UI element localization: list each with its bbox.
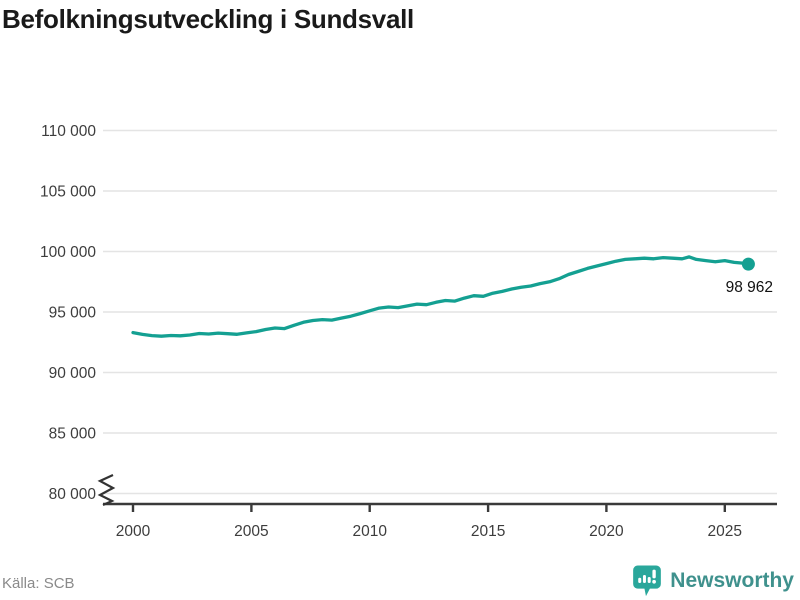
newsworthy-speech-bubble-chart-icon <box>633 565 662 597</box>
y-axis-tick-label: 90 000 <box>49 365 97 382</box>
x-axis-tick-label: 2010 <box>352 523 387 540</box>
x-axis-tick-label: 2000 <box>116 523 151 540</box>
chart-title: Befolkningsutveckling i Sundsvall <box>2 4 414 34</box>
source-note: Källa: SCB <box>2 575 75 592</box>
last-value-dot <box>741 257 755 271</box>
x-axis-tick-label: 2015 <box>471 523 505 540</box>
y-axis-tick-label: 100 000 <box>40 244 96 261</box>
newsworthy-logo: Newsworthy <box>632 564 794 597</box>
y-axis-tick-label: 80 000 <box>49 486 97 503</box>
y-axis-tick-label: 105 000 <box>40 184 96 201</box>
y-axis-tick-label: 95 000 <box>49 305 97 322</box>
x-axis-tick-label: 2005 <box>234 523 268 540</box>
x-axis-tick-label: 2020 <box>589 523 624 540</box>
y-axis-tick-label: 110 000 <box>41 123 96 140</box>
population-line <box>131 255 751 338</box>
x-axis-tick-label: 2025 <box>708 523 742 540</box>
last-value-label: 98 962 <box>726 279 773 296</box>
axis-break-icon <box>97 474 116 507</box>
newsworthy-wordmark: Newsworthy <box>670 568 794 592</box>
y-axis-tick-label: 85 000 <box>49 426 97 443</box>
